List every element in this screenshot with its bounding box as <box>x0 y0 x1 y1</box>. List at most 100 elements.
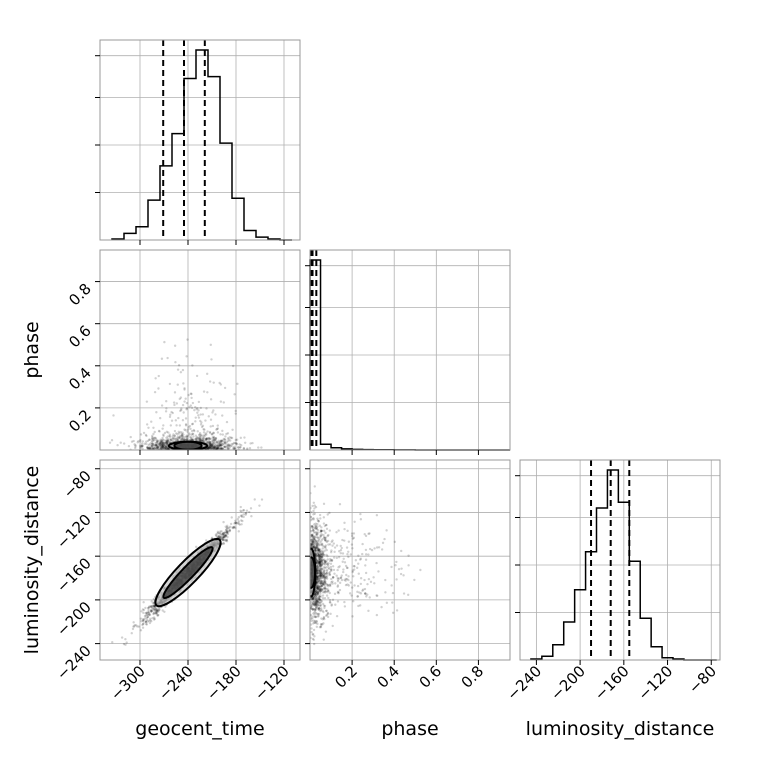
sample-point <box>359 604 362 607</box>
sample-point <box>134 624 138 627</box>
sample-point <box>346 577 349 581</box>
sample-point <box>222 532 226 535</box>
sample-point <box>212 447 215 450</box>
sample-point <box>407 593 410 597</box>
sample-point <box>158 430 161 433</box>
sample-point <box>181 418 185 422</box>
sample-point <box>315 526 318 530</box>
sample-point <box>314 545 317 549</box>
sample-point <box>319 556 322 560</box>
sample-point <box>331 565 335 568</box>
sample-point <box>328 573 332 577</box>
sample-point <box>224 435 227 438</box>
sample-point <box>194 437 197 441</box>
sample-point <box>210 433 214 436</box>
sample-point <box>124 643 127 646</box>
sample-point <box>321 544 325 547</box>
sample-point <box>317 538 320 541</box>
sample-point <box>326 558 330 561</box>
sample-point <box>202 428 205 431</box>
sample-point <box>336 584 340 587</box>
sample-point <box>176 435 180 438</box>
sample-point <box>312 538 316 541</box>
x-tick-label: 0.6 <box>416 662 446 692</box>
sample-point <box>225 432 228 436</box>
sample-point <box>160 447 163 450</box>
sample-point <box>163 431 167 435</box>
sample-point <box>320 554 324 557</box>
sample-point <box>170 438 173 441</box>
sample-point <box>219 400 223 403</box>
sample-point <box>209 444 212 448</box>
sample-point <box>315 546 318 550</box>
sample-point <box>311 545 314 548</box>
sample-point <box>171 439 174 443</box>
sample-point <box>213 446 217 449</box>
sample-point <box>312 545 316 549</box>
sample-point <box>211 424 215 428</box>
sample-point <box>325 576 328 579</box>
sample-point <box>322 580 326 584</box>
sample-point <box>152 616 156 619</box>
sample-point <box>182 437 186 440</box>
sample-point <box>162 424 165 427</box>
sample-point <box>162 434 165 438</box>
y-tick-label: 0.8 <box>65 280 95 310</box>
sample-point <box>328 583 332 587</box>
sample-point <box>317 548 321 551</box>
sample-point <box>155 411 158 414</box>
sample-point <box>310 538 313 542</box>
sample-point <box>312 642 316 646</box>
sample-point <box>316 572 319 575</box>
sample-point <box>141 608 145 611</box>
sample-point <box>315 576 319 579</box>
sample-point <box>341 552 345 555</box>
sample-point <box>314 542 318 545</box>
sample-point <box>179 396 183 399</box>
sample-point <box>318 537 321 540</box>
sample-point <box>174 361 177 364</box>
sample-point <box>234 521 238 525</box>
sample-point <box>313 538 316 542</box>
sample-point <box>314 549 318 552</box>
sample-point <box>148 447 151 450</box>
sample-point <box>311 540 314 543</box>
sample-point <box>322 583 326 586</box>
sample-point <box>199 438 202 441</box>
sample-point <box>124 638 127 641</box>
sample-point <box>318 579 322 582</box>
sample-point <box>201 439 204 442</box>
sample-point <box>216 447 219 450</box>
sample-point <box>319 625 323 628</box>
sample-point <box>189 392 193 395</box>
sample-point <box>322 553 325 556</box>
sample-point <box>315 588 318 591</box>
sample-point <box>185 435 188 439</box>
sample-point <box>314 591 317 594</box>
sample-point <box>324 575 327 578</box>
sample-point <box>323 617 326 621</box>
sample-point <box>215 447 219 450</box>
sample-point <box>134 445 137 448</box>
sample-point <box>316 607 320 610</box>
sample-point <box>161 446 164 449</box>
sample-point <box>316 622 319 626</box>
sample-point <box>222 401 226 404</box>
sample-point <box>313 592 317 596</box>
sample-point <box>318 562 322 566</box>
sample-point <box>311 597 314 601</box>
sample-point <box>178 436 181 440</box>
sample-point <box>314 591 317 594</box>
sample-point <box>185 408 188 411</box>
sample-point <box>152 611 156 614</box>
sample-point <box>232 441 236 445</box>
sample-point <box>328 598 332 602</box>
sample-point <box>336 579 340 583</box>
sample-point <box>151 437 154 441</box>
sample-point <box>165 442 168 445</box>
sample-point <box>165 447 168 450</box>
sample-point <box>318 585 321 588</box>
sample-point <box>324 523 328 527</box>
sample-point <box>323 538 327 541</box>
sample-point <box>320 573 323 576</box>
